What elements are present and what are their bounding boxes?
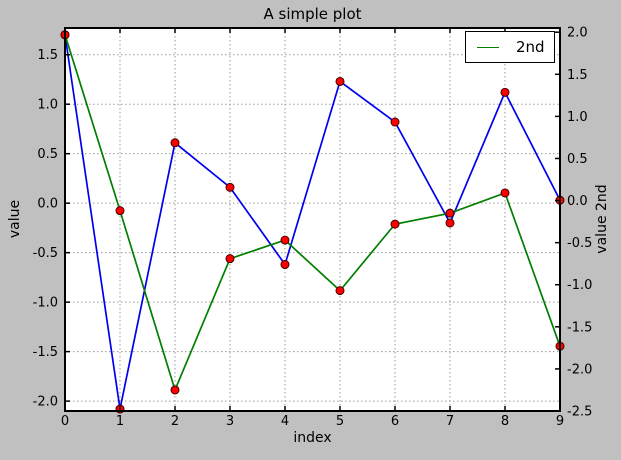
y-tick-label-right: -2.5 bbox=[567, 405, 592, 420]
series-line-left bbox=[64, 34, 561, 410]
data-point-marker bbox=[500, 87, 510, 97]
data-point-marker bbox=[280, 235, 290, 245]
y-tick-label-right: 0.5 bbox=[567, 152, 588, 167]
data-point-marker bbox=[335, 286, 345, 296]
y-tick-label-right: -2.0 bbox=[567, 362, 592, 377]
y-tick-label-left: 1.0 bbox=[37, 98, 58, 113]
x-tick-label: 7 bbox=[446, 414, 454, 429]
y-tick-label-left: -1.5 bbox=[33, 345, 58, 360]
legend-label: 2nd bbox=[516, 38, 545, 56]
legend: 2nd bbox=[465, 31, 555, 63]
data-point-marker bbox=[115, 206, 125, 216]
x-tick-label: 5 bbox=[336, 414, 344, 429]
y-tick-label-left: -1.0 bbox=[33, 296, 58, 311]
y-tick-label-left: 0.5 bbox=[37, 147, 58, 162]
y-tick-label-right: 1.0 bbox=[567, 110, 588, 125]
x-tick-label: 6 bbox=[391, 414, 399, 429]
data-point-marker bbox=[445, 208, 455, 218]
y-tick-label-right: -1.5 bbox=[567, 320, 592, 335]
axes-frame bbox=[64, 27, 561, 412]
y-axis-label-left: value bbox=[7, 199, 23, 239]
y-tick-label-right: -1.0 bbox=[567, 278, 592, 293]
data-point-marker bbox=[500, 188, 510, 198]
y-tick-label-left: -2.0 bbox=[33, 395, 58, 410]
data-point-marker bbox=[170, 385, 180, 395]
data-point-marker bbox=[225, 254, 235, 264]
data-point-marker bbox=[280, 260, 290, 270]
x-axis-label: index bbox=[293, 430, 332, 446]
y-tick-label-left: 1.5 bbox=[37, 48, 58, 63]
x-tick-label: 2 bbox=[171, 414, 179, 429]
data-point-marker bbox=[225, 182, 235, 192]
y-tick-label-right: 2.0 bbox=[567, 26, 588, 41]
y-tick-label-left: -0.5 bbox=[33, 246, 58, 261]
x-tick-label: 8 bbox=[501, 414, 509, 429]
data-point-marker bbox=[390, 219, 400, 229]
y-tick-label-left: 0.0 bbox=[37, 197, 58, 212]
data-point-marker bbox=[445, 218, 455, 228]
series-line-2nd bbox=[64, 34, 561, 393]
x-tick-label: 3 bbox=[226, 414, 234, 429]
x-tick-label: 9 bbox=[556, 414, 564, 429]
data-point-marker bbox=[170, 138, 180, 148]
y-tick-label-right: 0.0 bbox=[567, 194, 588, 209]
legend-line-swatch bbox=[477, 46, 499, 48]
data-point-marker bbox=[335, 76, 345, 86]
x-tick-label: 4 bbox=[281, 414, 289, 429]
y-axis-label-right: value 2nd bbox=[594, 184, 610, 254]
x-tick-label: 1 bbox=[116, 414, 124, 429]
x-tick-label: 0 bbox=[61, 414, 69, 429]
plot-background bbox=[65, 28, 560, 411]
y-tick-label-right: -0.5 bbox=[567, 236, 592, 251]
y-tick-label-right: 1.5 bbox=[567, 68, 588, 83]
plot-title: A simple plot bbox=[263, 5, 362, 23]
data-point-marker bbox=[390, 117, 400, 127]
